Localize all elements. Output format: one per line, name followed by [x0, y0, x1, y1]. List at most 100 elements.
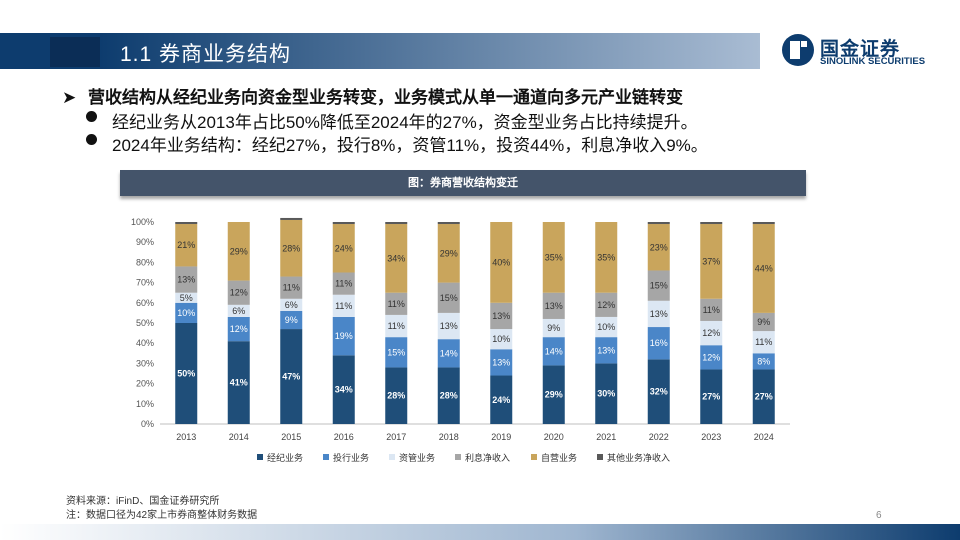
bar-segment-1 [752, 369, 775, 424]
x-tick-label: 2018 [439, 432, 459, 442]
data-label: 10% [177, 308, 195, 318]
bar-segment-4 [647, 270, 670, 301]
bar-segment-3 [752, 331, 775, 354]
bar-segment-2 [332, 316, 355, 356]
x-tick-label: 2016 [334, 432, 354, 442]
data-label: 14% [545, 346, 563, 356]
arrow-bullet-icon: ➤ [62, 88, 77, 107]
data-label: 11% [283, 283, 300, 293]
page-number: 6 [876, 510, 882, 521]
data-label: 47% [282, 372, 300, 382]
legend-swatch [257, 454, 263, 460]
title-accent-block [50, 37, 100, 67]
data-label: 6% [285, 300, 298, 310]
y-tick-label: 80% [136, 257, 154, 267]
bar-segment-1 [700, 369, 723, 424]
data-label: 13% [177, 275, 195, 285]
bar-segment-4 [595, 292, 618, 317]
bar-segment-6 [175, 222, 198, 225]
y-tick-label: 20% [136, 379, 154, 389]
bar-segment-2 [542, 337, 565, 366]
bar-segment-1 [647, 359, 670, 424]
bar-segment-5 [595, 222, 618, 293]
y-tick-label: 70% [136, 278, 154, 288]
y-tick-label: 100% [131, 217, 154, 227]
bar-segment-2 [700, 345, 723, 370]
data-label: 13% [492, 357, 510, 367]
data-label: 13% [545, 301, 563, 311]
bar-segment-1 [595, 363, 618, 424]
x-tick-label: 2014 [229, 432, 249, 442]
sub-bullet-1: 经纪业务从2013年占比50%降低至2024年的27%，资金型业务占比持续提升。 [86, 108, 698, 133]
bar-segment-1 [332, 355, 355, 424]
data-label: 10% [492, 334, 510, 344]
bar-segment-2 [175, 302, 198, 323]
legend-swatch [455, 454, 461, 460]
bar-segment-2 [490, 349, 513, 376]
bar-segment-4 [332, 272, 355, 295]
bar-segment-6 [385, 222, 408, 225]
y-tick-label: 0% [141, 419, 154, 429]
data-label: 19% [335, 331, 353, 341]
legend-swatch [531, 454, 537, 460]
x-tick-label: 2019 [491, 432, 511, 442]
bar-segment-3 [385, 314, 408, 338]
y-tick-label: 40% [136, 338, 154, 348]
bar-segment-5 [385, 224, 408, 293]
main-bullet-text: 营收结构从经纪业务向资金型业务转变，业务模式从单一通道向多元产业链转变 [88, 88, 683, 107]
data-label: 5% [180, 293, 193, 303]
bar-segment-5 [490, 222, 513, 303]
data-label: 27% [702, 392, 720, 402]
data-label: 11% [755, 337, 772, 347]
bar-segment-1 [490, 375, 513, 424]
y-tick-label: 50% [136, 318, 154, 328]
legend-label: 投行业务 [333, 452, 369, 463]
data-label: 15% [650, 281, 668, 291]
data-label: 29% [440, 248, 458, 258]
x-tick-label: 2020 [544, 432, 564, 442]
data-label: 13% [597, 345, 615, 355]
stacked-bar-chart: 0% 10% 20% 30% 40% 50% 60% 70% 80% 90% 100% 50% 10% 5… [131, 217, 790, 463]
data-label: 11% [335, 279, 352, 289]
bar-segment-3 [227, 304, 250, 317]
bar-segment-3 [647, 300, 670, 328]
bar-segment-1 [175, 323, 198, 424]
bar-segment-6 [647, 222, 670, 225]
data-label: 9% [547, 323, 560, 333]
data-label: 11% [703, 305, 720, 315]
x-tick-label: 2022 [649, 432, 669, 442]
x-tick-label: 2023 [701, 432, 721, 442]
bar-segment-6 [700, 222, 723, 225]
data-label: 37% [702, 256, 720, 266]
data-label: 32% [650, 387, 668, 397]
sub-bullet-1-text: 经纪业务从2013年占比50%降低至2024年的27%，资金型业务占比持续提升。 [112, 113, 698, 132]
legend-swatch [597, 454, 603, 460]
data-label: 11% [388, 321, 405, 331]
data-label: 12% [230, 324, 248, 334]
bar-segment-5 [542, 222, 565, 293]
title-bar [0, 33, 760, 69]
bar-segment-1 [227, 341, 250, 424]
bar-segment-4 [752, 312, 775, 332]
bar-segment-5 [700, 224, 723, 299]
bar-segment-3 [700, 320, 723, 346]
legend-swatch [323, 454, 329, 460]
legend-swatch [389, 454, 395, 460]
x-tick-label: 2021 [596, 432, 616, 442]
bar-segment-4 [280, 276, 303, 299]
dot-bullet-icon [86, 134, 97, 145]
data-label: 21% [177, 240, 195, 250]
bar-segment-3 [280, 298, 303, 311]
company-logo: 国金证券 SINOLINK SECURITIES [780, 32, 940, 72]
section-title: 1.1 券商业务结构 [120, 43, 292, 66]
bar-segment-1 [542, 365, 565, 424]
data-label: 9% [757, 317, 770, 327]
data-label: 8% [757, 356, 770, 366]
y-tick-label: 90% [136, 237, 154, 247]
bar-segment-6 [332, 222, 355, 225]
data-label: 44% [755, 263, 773, 273]
x-tick-label: 2015 [281, 432, 301, 442]
footer-source: 资料来源：iFinD、国金证券研究所 [66, 496, 220, 507]
data-label: 50% [177, 369, 195, 379]
data-label: 12% [597, 300, 615, 310]
